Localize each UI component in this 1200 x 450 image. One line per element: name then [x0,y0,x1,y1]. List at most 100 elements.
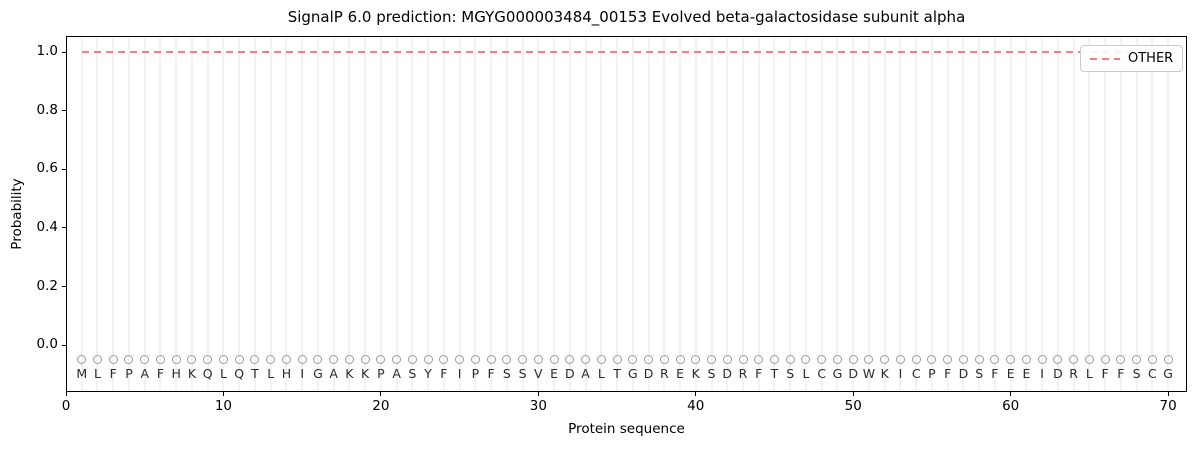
residue-marker [1006,355,1016,365]
residue-marker [360,355,370,365]
residue-marker [895,355,905,365]
legend: OTHER [1080,45,1184,72]
residue-letter: D [643,366,654,382]
residue-letter: L [597,366,605,382]
gridline [206,37,209,391]
chart-title: SignalP 6.0 prediction: MGYG000003484_00… [287,8,966,26]
residue-marker [864,355,874,365]
x-tick-mark [65,392,67,396]
gridline [175,37,178,391]
residue-marker [140,355,150,365]
residue-letter: F [991,366,999,382]
gridline [1167,37,1170,391]
x-tick-label: 0 [61,398,71,414]
x-tick-mark [1010,392,1012,396]
gridline [332,37,335,391]
residue-marker [958,355,968,365]
gridline [663,37,666,391]
residue-marker [1037,355,1047,365]
residue-letter: G [313,366,323,382]
gridline [1041,37,1044,391]
y-tick-label: 0.2 [36,277,58,294]
x-tick-mark [852,392,854,396]
gridline [505,37,508,391]
x-tick-mark [222,392,224,396]
residue-marker [974,355,984,365]
residue-marker [329,355,339,365]
residue-marker [817,355,827,365]
residue-marker [707,355,717,365]
x-tick-mark [1167,392,1169,396]
gridline [364,37,367,391]
gridline [190,37,193,391]
residue-marker [439,355,449,365]
residue-marker [108,355,118,365]
gridline [978,37,981,391]
gridline [1119,37,1122,391]
residue-marker [769,355,779,365]
legend-label: OTHER [1128,51,1174,66]
residue-marker [1100,355,1110,365]
residue-marker [1116,355,1126,365]
residue-letter: I [1040,366,1044,382]
other-probability-line [81,51,1169,54]
gridline [80,37,83,391]
x-tick-mark [537,392,539,396]
y-tick-mark [62,51,66,53]
residue-marker [92,355,102,365]
residue-marker [990,355,1000,365]
residue-letter: K [361,366,370,382]
gridline [631,37,634,391]
gridline [427,37,430,391]
x-tick-mark [695,392,697,396]
residue-letter: D [722,366,733,382]
x-tick-label: 60 [1002,398,1020,414]
gridline [1088,37,1091,391]
gridline [1072,37,1075,391]
gridline [742,37,744,391]
x-tick-label: 50 [844,398,862,414]
gridline [694,37,697,391]
residue-marker [281,355,291,365]
gridline [1056,37,1059,391]
residue-letter: F [944,366,952,382]
gridline [726,37,729,391]
residue-marker [785,355,795,365]
residue-marker [848,355,858,365]
residue-letter: I [457,366,462,382]
residue-marker [659,355,669,365]
residue-letter: A [140,366,149,382]
gridline [836,37,839,391]
plot-area [66,36,1187,392]
y-axis-label: Probability [9,178,25,250]
residue-letter: E [1022,366,1031,382]
gridline [316,37,319,391]
residue-letter: T [251,366,259,382]
residue-marker [565,355,575,365]
gridline [222,37,225,391]
y-tick-mark [62,110,66,112]
gridline [127,37,130,391]
residue-marker [250,355,260,365]
gridline [159,37,162,391]
gridline [600,37,603,391]
residue-marker [1069,355,1079,365]
y-tick-label: 0.8 [36,101,58,118]
gridline [553,37,556,391]
residue-marker [644,355,654,365]
gridline [820,37,823,391]
residue-marker [612,355,622,365]
residue-letter: S [975,366,984,382]
residue-letter: F [755,366,763,382]
x-axis-label: Protein sequence [568,421,685,437]
residue-letter: E [550,366,559,382]
residue-marker [266,355,276,365]
residue-marker [1147,355,1157,365]
residue-letter: G [627,366,638,382]
gridline [647,37,650,391]
gridline [1151,37,1154,391]
residue-letter: D [1053,366,1063,382]
residue-marker [77,355,87,365]
residue-marker [927,355,937,365]
